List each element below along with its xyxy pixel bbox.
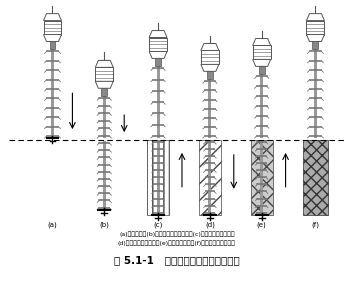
- Bar: [207, 71, 213, 79]
- Polygon shape: [149, 31, 167, 37]
- Bar: [313, 41, 319, 49]
- Bar: [103, 141, 106, 210]
- Polygon shape: [95, 60, 113, 67]
- Polygon shape: [307, 35, 324, 41]
- Bar: [303, 140, 329, 215]
- Bar: [259, 66, 265, 74]
- Polygon shape: [201, 43, 219, 50]
- Text: (f): (f): [312, 222, 319, 228]
- Bar: [155, 58, 161, 66]
- Bar: [307, 21, 324, 35]
- Text: (b): (b): [99, 222, 109, 228]
- Bar: [314, 49, 317, 138]
- Text: (d)原位重复搅拌下沉；(e)提升喷浆搅拌；(f)搅拌完毕形成加固体: (d)原位重复搅拌下沉；(e)提升喷浆搅拌；(f)搅拌完毕形成加固体: [118, 241, 236, 246]
- Polygon shape: [253, 39, 270, 45]
- Bar: [251, 140, 273, 215]
- Polygon shape: [44, 35, 62, 41]
- Text: (c): (c): [153, 222, 163, 228]
- Bar: [199, 140, 221, 215]
- Bar: [209, 79, 211, 138]
- Polygon shape: [44, 14, 62, 21]
- Bar: [44, 21, 62, 35]
- Polygon shape: [149, 51, 167, 58]
- Polygon shape: [253, 59, 270, 66]
- Text: 图 5.1-1   水泥搅拌桩施工程序示意图: 图 5.1-1 水泥搅拌桩施工程序示意图: [114, 255, 240, 265]
- Bar: [101, 88, 107, 96]
- Bar: [201, 50, 219, 64]
- Text: (a): (a): [48, 222, 57, 228]
- Bar: [156, 140, 160, 215]
- Bar: [260, 74, 263, 138]
- Bar: [147, 140, 169, 215]
- Polygon shape: [201, 64, 219, 71]
- Text: (e): (e): [257, 222, 267, 228]
- Bar: [260, 140, 263, 215]
- Text: (d): (d): [205, 222, 215, 228]
- Polygon shape: [307, 14, 324, 21]
- Polygon shape: [95, 81, 113, 88]
- Bar: [253, 45, 270, 59]
- Bar: [103, 96, 106, 138]
- Bar: [156, 66, 160, 138]
- Bar: [50, 41, 56, 49]
- Bar: [149, 37, 167, 51]
- Text: (a)定位下沉；(b)沉入到设计要求深度；(c)第一次提升喷浆搅拌: (a)定位下沉；(b)沉入到设计要求深度；(c)第一次提升喷浆搅拌: [119, 232, 235, 237]
- Bar: [209, 140, 211, 215]
- Bar: [95, 67, 113, 81]
- Bar: [51, 49, 54, 138]
